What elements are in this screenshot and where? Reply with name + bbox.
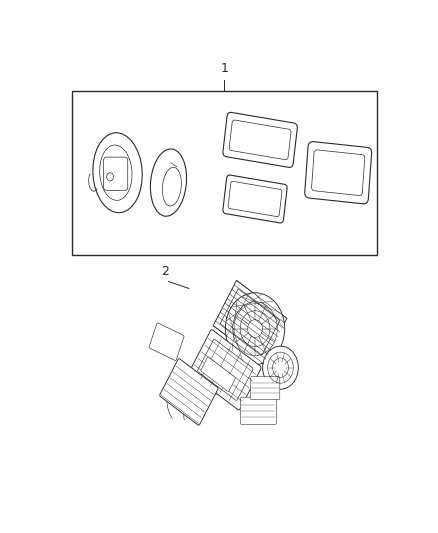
Ellipse shape bbox=[162, 167, 181, 206]
Ellipse shape bbox=[150, 149, 187, 216]
FancyBboxPatch shape bbox=[240, 397, 276, 424]
FancyBboxPatch shape bbox=[149, 323, 184, 361]
Text: 2: 2 bbox=[161, 265, 169, 278]
Ellipse shape bbox=[100, 145, 132, 200]
Ellipse shape bbox=[263, 346, 298, 389]
FancyBboxPatch shape bbox=[160, 359, 218, 425]
Ellipse shape bbox=[225, 293, 285, 365]
FancyBboxPatch shape bbox=[189, 330, 261, 410]
FancyBboxPatch shape bbox=[251, 377, 280, 400]
FancyBboxPatch shape bbox=[229, 120, 291, 160]
Ellipse shape bbox=[93, 133, 142, 213]
FancyBboxPatch shape bbox=[104, 157, 128, 190]
FancyBboxPatch shape bbox=[228, 181, 282, 216]
Bar bbox=[72, 91, 377, 255]
FancyBboxPatch shape bbox=[201, 357, 235, 391]
FancyBboxPatch shape bbox=[223, 112, 297, 167]
Circle shape bbox=[107, 173, 113, 181]
FancyBboxPatch shape bbox=[223, 175, 287, 223]
FancyBboxPatch shape bbox=[311, 150, 365, 196]
Text: 1: 1 bbox=[221, 62, 228, 76]
FancyBboxPatch shape bbox=[213, 280, 287, 364]
FancyBboxPatch shape bbox=[305, 142, 371, 204]
